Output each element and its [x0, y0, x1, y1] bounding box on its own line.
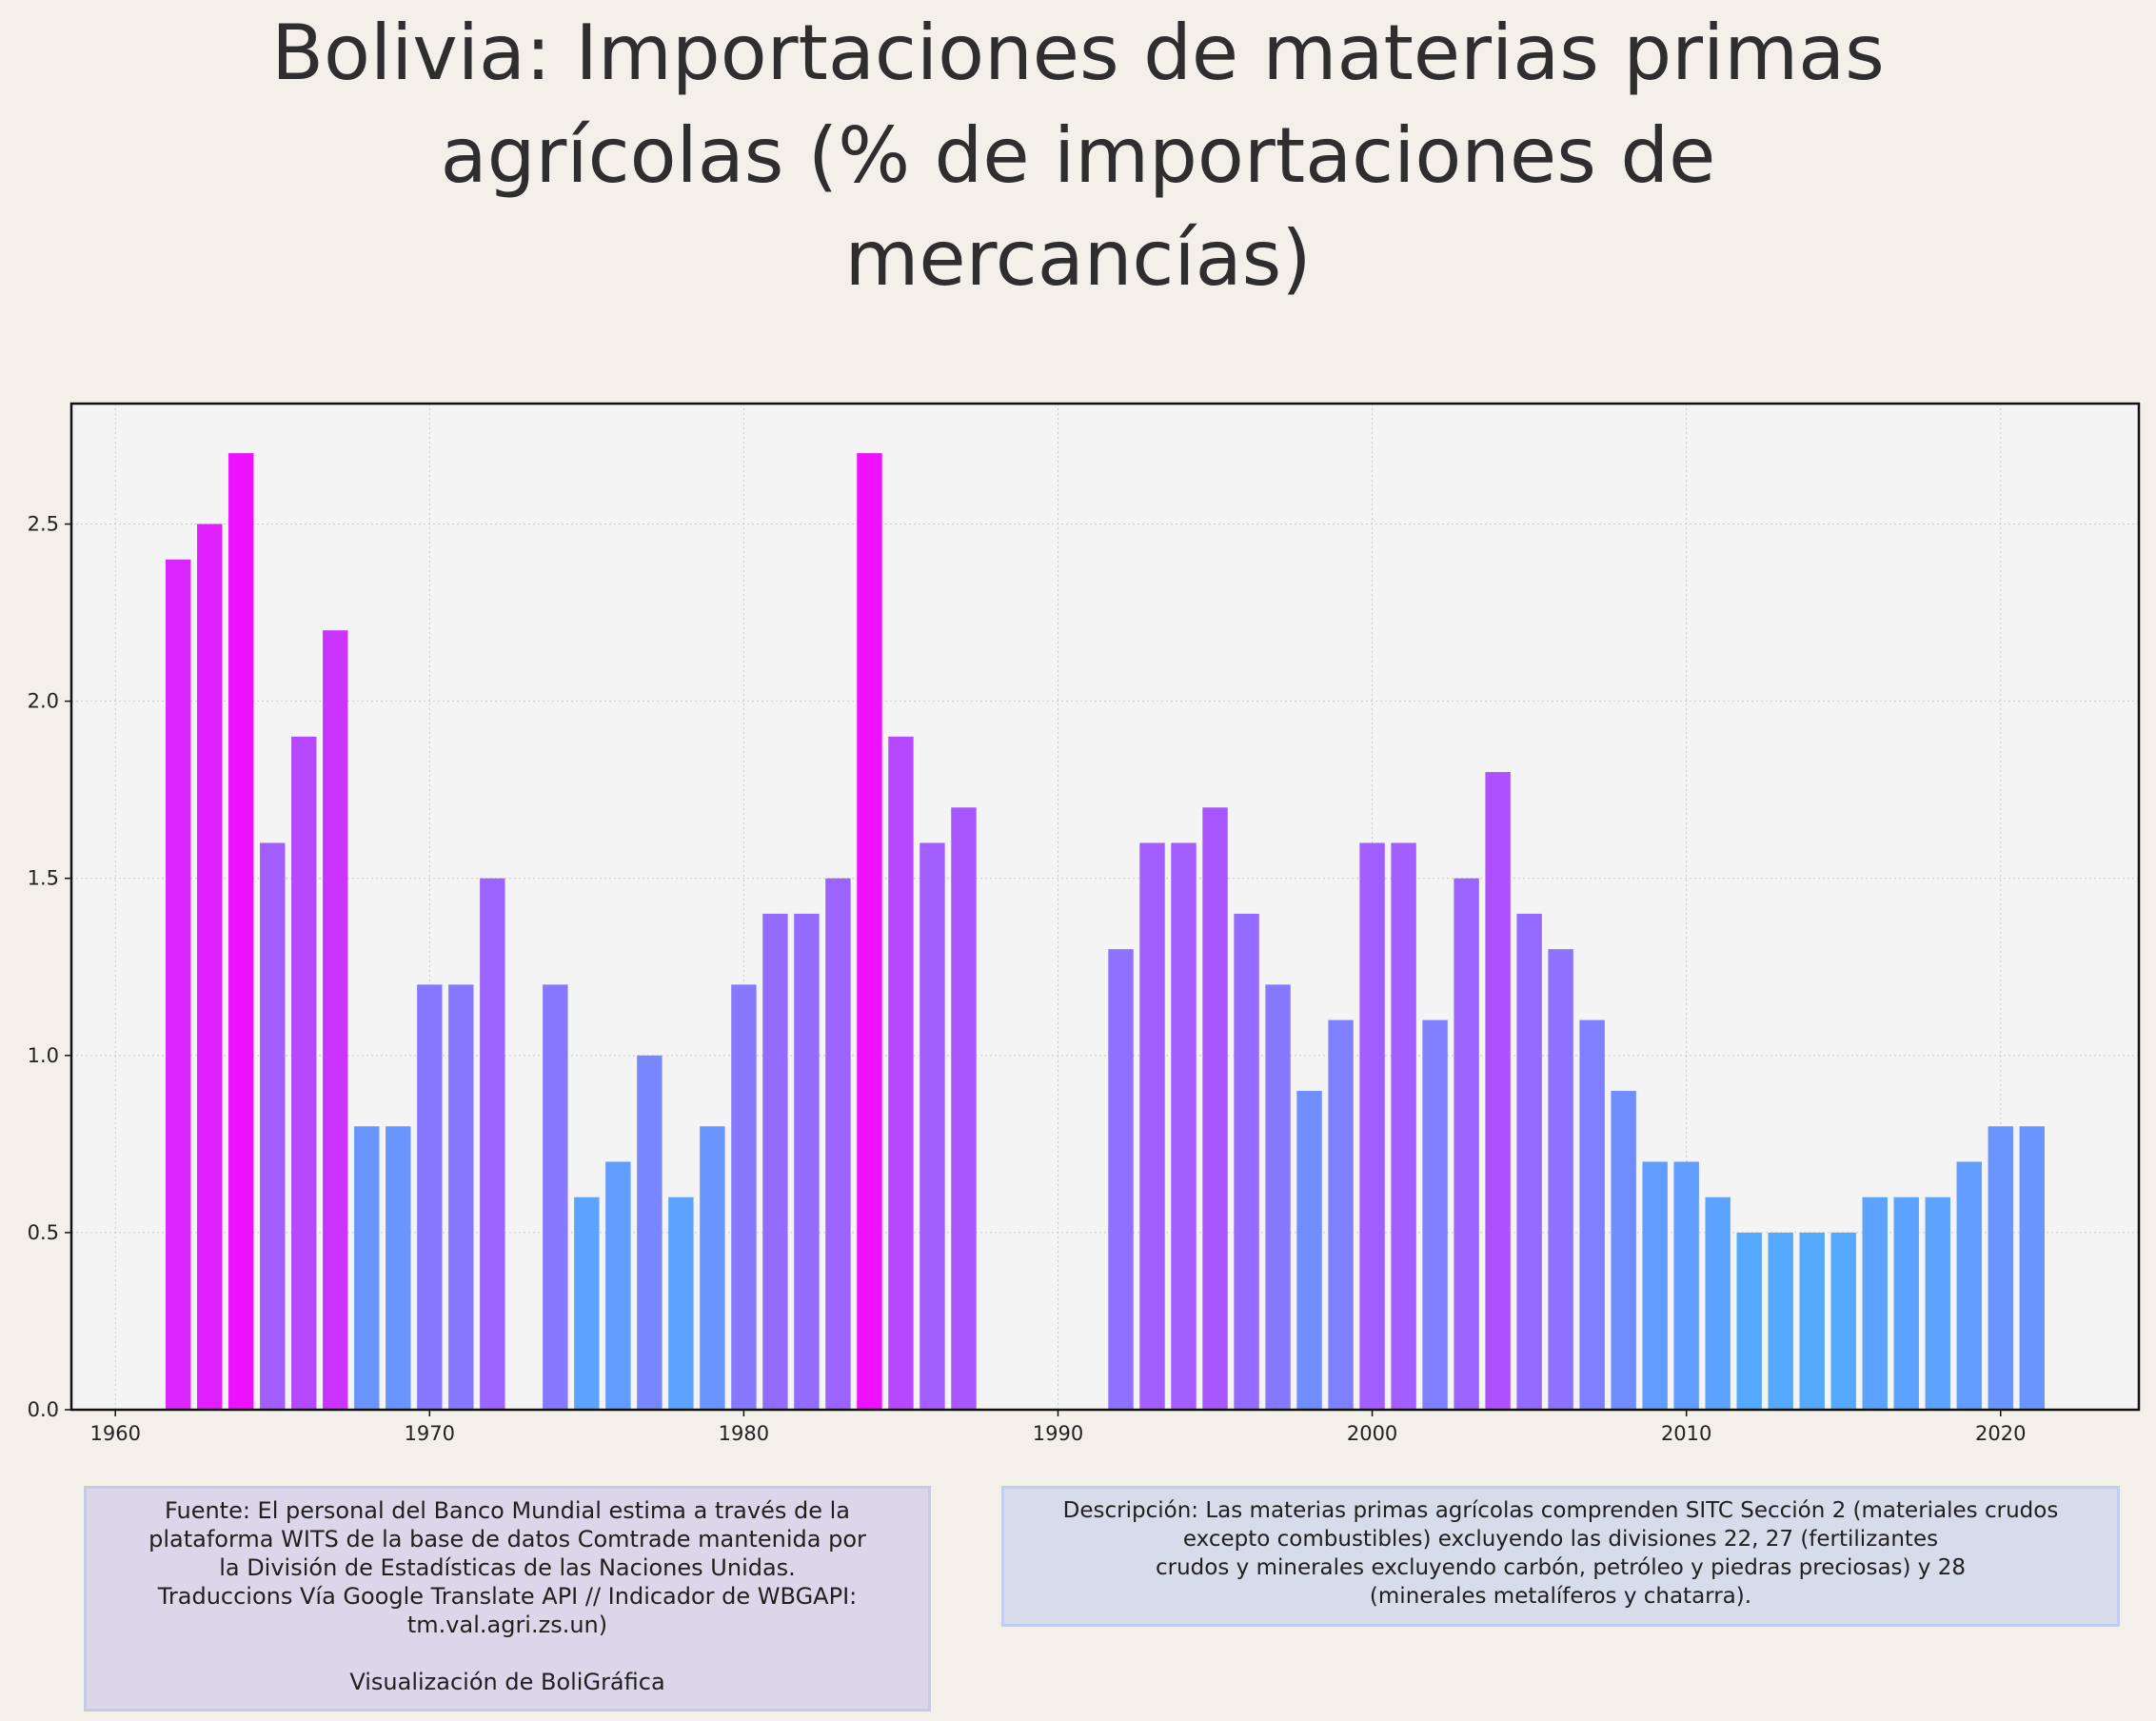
bar-1979 — [700, 1126, 725, 1410]
bar-2018 — [1925, 1197, 1950, 1410]
bar-1965 — [260, 842, 286, 1410]
source-line: plataforma WITS de la base de datos Comt… — [148, 1526, 866, 1553]
bar-1975 — [574, 1197, 600, 1410]
bar-1980 — [731, 984, 757, 1410]
x-tick-label: 1990 — [1033, 1422, 1083, 1445]
bar-2017 — [1893, 1197, 1919, 1410]
bar-1994 — [1171, 842, 1197, 1410]
description-line: (minerales metalíferos y chatarra). — [1369, 1584, 1752, 1609]
x-tick-label: 2020 — [1975, 1422, 2026, 1445]
plot-frame — [69, 402, 2141, 1412]
bar-2007 — [1579, 1019, 1605, 1410]
x-tick-label: 2000 — [1347, 1422, 1397, 1445]
bar-1968 — [354, 1126, 380, 1410]
chart-title-line-1: Bolivia: Importaciones de materias prima… — [271, 9, 1885, 97]
bar-1967 — [323, 630, 348, 1410]
y-tick-label: 1.0 — [28, 1044, 59, 1067]
bar-2009 — [1642, 1161, 1668, 1410]
bar-2014 — [1799, 1232, 1825, 1410]
plot-area — [71, 404, 2139, 1410]
bar-1986 — [920, 842, 945, 1410]
y-tick-label: 2.5 — [28, 513, 59, 536]
y-tick-label: 0.5 — [28, 1221, 59, 1244]
y-tick-label: 0.0 — [28, 1398, 59, 1421]
x-tick-label: 1980 — [719, 1422, 769, 1445]
chart-title-line-2: agrícolas (% de importaciones de — [440, 111, 1716, 200]
bar-1964 — [228, 453, 254, 1411]
y-tick-label: 2.0 — [28, 690, 59, 713]
x-tick-label: 1960 — [89, 1422, 140, 1445]
bar-1966 — [291, 736, 317, 1410]
x-axis: 1960 1970 1980 1990 2000 2010 2020 — [89, 1410, 2026, 1445]
description-line: excepto combustibles) excluyendo las div… — [1182, 1527, 1939, 1552]
description-line: Descripción: Las materias primas agrícol… — [1062, 1498, 2059, 1523]
bar-1984 — [857, 453, 882, 1411]
bar-1987 — [951, 807, 977, 1410]
bar-1969 — [386, 1126, 411, 1410]
bar-2008 — [1611, 1091, 1636, 1410]
bar-1974 — [543, 984, 568, 1410]
bar-1977 — [637, 1055, 663, 1410]
description-note: Descripción: Las materias primas agrícol… — [1001, 1486, 2120, 1627]
bar-1978 — [668, 1197, 694, 1410]
chart-title: Bolivia: Importaciones de materias prima… — [0, 0, 2156, 310]
x-tick-label: 2010 — [1661, 1422, 1711, 1445]
bar-2019 — [1956, 1161, 1982, 1410]
bar-1992 — [1108, 949, 1134, 1410]
bar-1982 — [794, 913, 820, 1410]
bar-2006 — [1548, 949, 1573, 1410]
bars — [166, 453, 2045, 1411]
bar-2021 — [2019, 1126, 2045, 1410]
bar-2020 — [1988, 1126, 2013, 1410]
source-line: Traduccions Vía Google Translate API // … — [157, 1583, 858, 1610]
y-tick-label: 1.5 — [28, 867, 59, 890]
bar-2005 — [1516, 913, 1542, 1410]
bar-1999 — [1328, 1019, 1354, 1410]
x-tick-label: 1970 — [405, 1422, 455, 1445]
bar-2012 — [1736, 1232, 1762, 1410]
bar-2004 — [1485, 772, 1511, 1410]
bar-2010 — [1673, 1161, 1699, 1410]
bar-1970 — [417, 984, 443, 1410]
source-line: tm.val.agri.zs.un) — [406, 1612, 608, 1638]
bar-1983 — [825, 878, 851, 1410]
source-line: Fuente: El personal del Banco Mundial es… — [164, 1497, 850, 1524]
bar-2011 — [1705, 1197, 1731, 1410]
bar-1998 — [1296, 1091, 1322, 1410]
bar-2015 — [1830, 1232, 1856, 1410]
bar-2016 — [1862, 1197, 1888, 1410]
description-line: crudos y minerales excluyendo carbón, pe… — [1156, 1555, 1966, 1580]
bar-2002 — [1422, 1019, 1448, 1410]
bar-2001 — [1391, 842, 1416, 1410]
bar-1997 — [1265, 984, 1291, 1410]
bar-1981 — [762, 913, 788, 1410]
bar-1995 — [1202, 807, 1228, 1410]
source-line: la División de Estadísticas de las Nacio… — [219, 1554, 796, 1581]
credit-line: Visualización de BoliGráfica — [349, 1669, 665, 1695]
bar-2003 — [1454, 878, 1479, 1410]
bar-1996 — [1234, 913, 1259, 1410]
bar-2000 — [1359, 842, 1385, 1410]
bar-1963 — [197, 524, 223, 1410]
bar-1962 — [166, 559, 191, 1410]
bar-1976 — [605, 1161, 631, 1410]
bar-2013 — [1768, 1232, 1793, 1410]
y-axis: 0.0 0.5 1.0 1.5 2.0 2.5 — [28, 513, 71, 1421]
bar-1993 — [1139, 842, 1165, 1410]
chart-title-line-3: mercancías) — [844, 214, 1312, 303]
source-note: Fuente: El personal del Banco Mundial es… — [84, 1486, 931, 1711]
bar-1985 — [888, 736, 914, 1410]
bar-1972 — [480, 878, 505, 1410]
bar-1971 — [448, 984, 474, 1410]
